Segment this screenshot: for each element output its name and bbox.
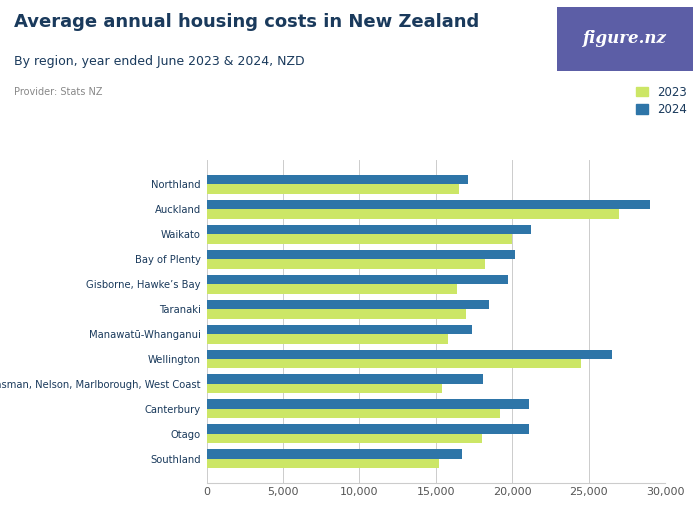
Bar — [206, 259, 484, 269]
Bar — [206, 449, 462, 459]
Bar — [206, 225, 531, 234]
Bar — [206, 384, 442, 393]
Text: figure.nz: figure.nz — [582, 30, 666, 47]
Bar — [206, 200, 650, 209]
Bar — [206, 400, 529, 409]
Bar — [206, 409, 500, 418]
Legend: 2023, 2024: 2023, 2024 — [632, 82, 691, 120]
Bar — [206, 334, 448, 343]
Bar — [206, 434, 482, 444]
Bar — [206, 175, 468, 184]
Bar — [206, 309, 466, 319]
Bar — [206, 374, 483, 384]
Bar — [206, 300, 489, 309]
Bar — [206, 184, 458, 194]
Bar — [206, 359, 581, 369]
Text: Provider: Stats NZ: Provider: Stats NZ — [14, 87, 102, 97]
Bar — [206, 234, 512, 244]
Bar — [206, 459, 439, 468]
Bar — [206, 275, 508, 284]
Bar — [206, 350, 612, 359]
Bar — [206, 324, 473, 334]
Bar — [206, 209, 620, 219]
Text: By region, year ended June 2023 & 2024, NZD: By region, year ended June 2023 & 2024, … — [14, 55, 304, 68]
Bar — [206, 424, 529, 434]
Bar — [206, 250, 515, 259]
Bar — [206, 284, 457, 293]
Text: Average annual housing costs in New Zealand: Average annual housing costs in New Zeal… — [14, 13, 480, 31]
